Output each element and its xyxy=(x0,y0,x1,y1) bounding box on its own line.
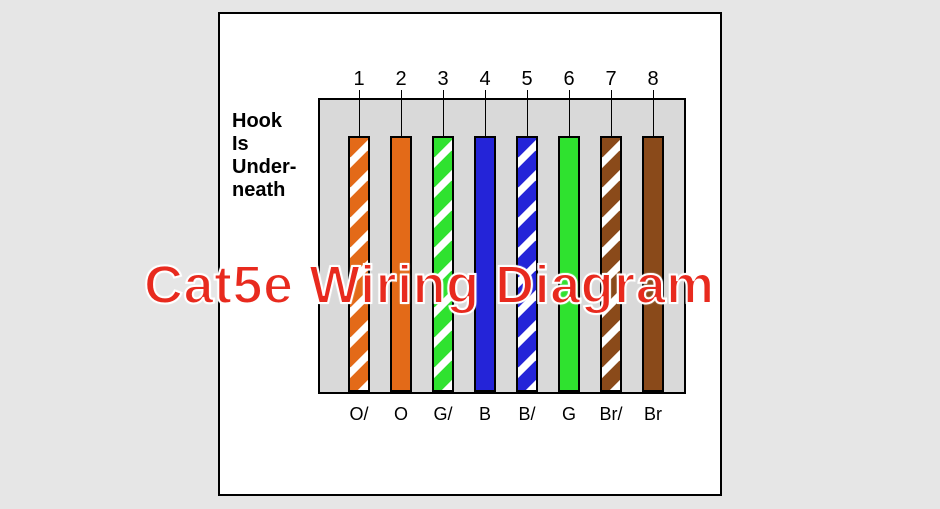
pin-lead-line xyxy=(611,90,612,136)
wire-label: Br/ xyxy=(591,404,631,425)
pin-number: 4 xyxy=(473,68,497,91)
pin-lead-line xyxy=(443,90,444,136)
pin-lead-line xyxy=(359,90,360,136)
pin-number: 5 xyxy=(515,68,539,91)
pin-number: 6 xyxy=(557,68,581,91)
pin-lead-line xyxy=(527,90,528,136)
pin-number: 2 xyxy=(389,68,413,91)
wire-label: B/ xyxy=(507,404,547,425)
wire-label: Br xyxy=(633,404,673,425)
pin-lead-line xyxy=(653,90,654,136)
pin-lead-line xyxy=(485,90,486,136)
pin-number: 1 xyxy=(347,68,371,91)
pin-lead-line xyxy=(401,90,402,136)
pin-lead-line xyxy=(569,90,570,136)
wire-label: O xyxy=(381,404,421,425)
overlay-title: Cat5e Wiring Diagram xyxy=(144,254,715,316)
wire-label: B xyxy=(465,404,505,425)
wire-label: G xyxy=(549,404,589,425)
pin-number: 7 xyxy=(599,68,623,91)
wire-label: G/ xyxy=(423,404,463,425)
hook-note: Hook Is Under- neath xyxy=(232,110,296,202)
pin-number: 3 xyxy=(431,68,455,91)
diagram-canvas: Hook Is Under- neath 12345678 O/OG/BB/GB… xyxy=(0,0,940,509)
rj45-connector-body xyxy=(318,98,686,394)
pin-number: 8 xyxy=(641,68,665,91)
wire-label: O/ xyxy=(339,404,379,425)
